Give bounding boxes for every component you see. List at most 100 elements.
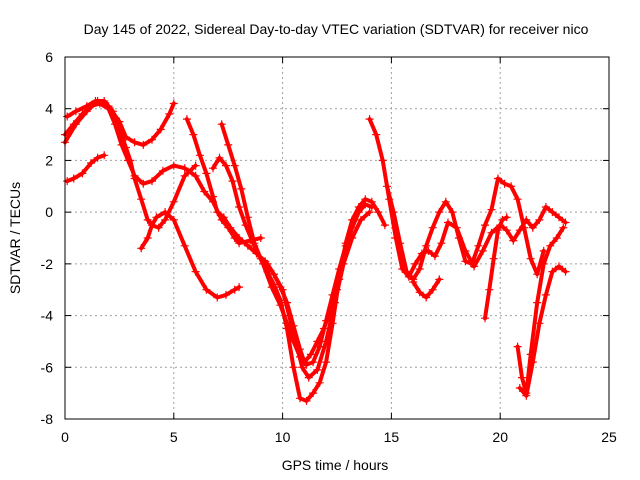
- data-point: [428, 285, 437, 294]
- data-point: [535, 215, 544, 224]
- data-point: [209, 192, 217, 201]
- series-9: [365, 115, 570, 281]
- data-point: [513, 342, 522, 351]
- data-point: [444, 218, 452, 227]
- data-point: [467, 259, 476, 268]
- data-point: [361, 195, 370, 204]
- series-3: [63, 151, 109, 186]
- data-point: [415, 265, 424, 273]
- data-point: [71, 107, 80, 116]
- data-point: [555, 262, 563, 271]
- chart-title: Day 145 of 2022, Sidereal Day-to-day VTE…: [84, 21, 589, 37]
- data-point: [526, 254, 535, 263]
- data-point: [546, 241, 555, 250]
- data-point: [541, 290, 550, 299]
- data-point: [374, 208, 383, 217]
- data-point: [561, 218, 570, 227]
- data-point: [520, 223, 529, 232]
- data-point: [228, 177, 237, 186]
- data-point: [430, 252, 439, 261]
- data-point: [256, 234, 265, 242]
- data-point: [498, 215, 507, 224]
- data-point: [78, 109, 87, 118]
- y-tick-label: -4: [41, 308, 54, 324]
- data-point: [148, 135, 156, 144]
- data-point: [378, 156, 387, 165]
- data-point: [289, 363, 298, 372]
- data-point: [333, 285, 341, 294]
- data-point: [422, 241, 431, 250]
- data-point: [276, 296, 285, 305]
- data-point: [522, 391, 531, 400]
- data-point: [541, 203, 550, 211]
- y-tick-label: 4: [45, 101, 53, 117]
- data-point: [217, 120, 226, 129]
- data-point: [213, 208, 222, 217]
- data-point: [283, 324, 291, 333]
- data-point: [309, 389, 318, 398]
- data-point: [139, 179, 148, 188]
- data-point: [309, 358, 318, 367]
- data-point: [487, 228, 496, 237]
- data-point: [180, 164, 189, 173]
- y-tick-label: 6: [45, 49, 53, 65]
- data-point: [137, 244, 146, 253]
- data-point: [487, 205, 496, 214]
- data-point: [515, 384, 524, 392]
- data-point: [539, 259, 548, 268]
- data-point: [341, 239, 350, 248]
- data-point: [435, 275, 444, 284]
- data-point: [243, 213, 252, 222]
- data-point: [315, 378, 324, 387]
- data-point: [222, 161, 230, 170]
- data-point: [230, 285, 239, 294]
- data-point: [365, 115, 374, 124]
- data-point: [100, 151, 109, 160]
- data-point: [230, 161, 239, 170]
- data-point: [189, 130, 198, 139]
- data-point: [328, 319, 337, 328]
- data-point: [428, 223, 437, 232]
- data-point: [165, 109, 174, 118]
- series-7: [217, 120, 389, 405]
- data-point: [481, 314, 489, 323]
- data-point: [115, 117, 124, 126]
- data-point: [215, 153, 224, 162]
- data-point: [383, 182, 391, 191]
- data-point: [182, 115, 191, 124]
- data-point: [515, 226, 524, 235]
- data-point: [513, 195, 522, 204]
- data-point: [111, 120, 119, 129]
- x-tick-label: 25: [601, 429, 617, 445]
- data-point: [202, 169, 211, 178]
- data-point: [104, 104, 113, 113]
- series-6: [209, 153, 376, 369]
- data-point: [154, 223, 163, 232]
- series-0: [63, 97, 244, 302]
- data-point: [235, 203, 244, 211]
- data-point: [552, 234, 561, 242]
- series-trace: [65, 153, 107, 184]
- data-point: [69, 174, 78, 183]
- data-point: [139, 140, 148, 149]
- data-point: [389, 208, 398, 217]
- data-point: [256, 254, 265, 263]
- data-point: [169, 215, 178, 224]
- y-tick-label: 0: [45, 204, 53, 220]
- data-point: [485, 285, 494, 294]
- data-point: [354, 203, 363, 211]
- data-point: [143, 215, 152, 224]
- y-tick-label: -8: [41, 411, 54, 427]
- data-point: [302, 396, 311, 405]
- grid: [65, 57, 609, 419]
- data-point: [226, 223, 235, 232]
- data-point: [224, 140, 233, 149]
- data-point: [489, 254, 498, 263]
- data-point: [117, 140, 126, 149]
- data-point: [502, 213, 511, 222]
- data-point: [180, 171, 189, 180]
- data-point: [415, 288, 424, 297]
- data-point: [148, 177, 156, 186]
- data-point: [298, 363, 307, 372]
- data-point: [156, 125, 165, 134]
